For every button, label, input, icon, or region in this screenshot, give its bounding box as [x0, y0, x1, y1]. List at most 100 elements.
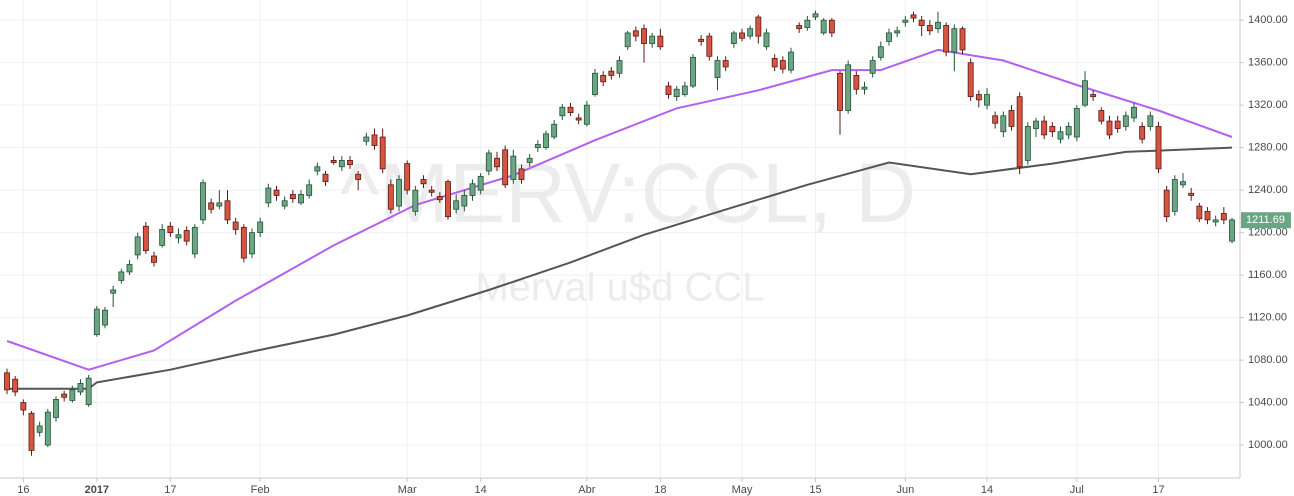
candle-body	[657, 35, 664, 48]
candle-body	[12, 378, 19, 393]
candle-body	[1073, 107, 1080, 138]
candle-body	[869, 60, 876, 74]
candle-body	[281, 200, 288, 207]
moving-average-line	[7, 146, 1233, 390]
candle-body	[935, 21, 941, 30]
candle-body	[730, 32, 737, 44]
candle-body	[559, 106, 566, 117]
candle-body	[1122, 115, 1129, 127]
candle-body	[894, 30, 901, 34]
x-tick-label: 17	[164, 484, 176, 496]
candle-body	[1016, 96, 1023, 168]
y-tick-label: 1200.00	[1248, 227, 1288, 239]
candle-body	[1057, 131, 1064, 140]
candle-body	[1114, 120, 1121, 129]
y-tick-label: 1160.00	[1248, 269, 1287, 281]
candle-body	[183, 230, 190, 242]
x-tick-label: Abr	[578, 484, 595, 496]
candle-body	[534, 144, 541, 149]
candle-body	[1090, 94, 1097, 98]
candle-body	[853, 75, 860, 90]
candle-body	[494, 157, 500, 168]
candle-body	[53, 398, 59, 418]
candle-body	[518, 168, 525, 180]
y-tick-label: 1000.00	[1248, 439, 1288, 451]
candle-body	[975, 94, 982, 101]
candle-body	[641, 28, 647, 44]
candle-body	[167, 225, 174, 234]
candle-body	[1131, 106, 1137, 119]
x-tick-label: May	[732, 484, 753, 496]
candle-body	[363, 136, 370, 142]
last-price-box	[1241, 212, 1291, 229]
candle-body	[314, 166, 321, 172]
y-tick-label: 1280.00	[1248, 142, 1288, 154]
candle-body	[216, 202, 223, 207]
candle-body	[861, 86, 868, 90]
candle-body	[191, 226, 198, 255]
candle-body	[93, 308, 100, 335]
candle-body	[632, 30, 639, 37]
candle-body	[600, 75, 607, 83]
candle-body	[273, 189, 280, 196]
candle-body	[788, 51, 794, 71]
candle-body	[289, 193, 296, 200]
candle-body	[910, 14, 917, 19]
candle-body	[575, 117, 582, 121]
candle-body	[347, 159, 353, 166]
candle-body	[445, 181, 451, 218]
candle-body	[926, 25, 933, 32]
candle-body	[714, 60, 721, 78]
candle-body	[208, 202, 215, 210]
candle-body	[502, 149, 509, 186]
candle-body	[918, 19, 925, 26]
candle-body	[28, 412, 35, 451]
y-tick-label: 1040.00	[1248, 396, 1288, 408]
candle-body	[877, 46, 884, 58]
candle-body	[1106, 120, 1113, 136]
candle-body	[583, 104, 590, 125]
candle-body	[1204, 210, 1211, 221]
candle-body	[118, 271, 125, 281]
candle-body	[200, 182, 206, 221]
candle-body	[85, 377, 92, 406]
candle-body	[1163, 189, 1170, 218]
candle-body	[110, 289, 117, 294]
candle-body	[1041, 120, 1048, 136]
candle-body	[249, 232, 255, 255]
candle-body	[1220, 213, 1227, 221]
candle-body	[886, 32, 892, 42]
candle-body	[240, 226, 247, 259]
candle-body	[477, 175, 484, 191]
candle-body	[420, 179, 427, 185]
candle-body	[812, 13, 819, 18]
candle-body	[967, 62, 974, 98]
candle-body	[61, 393, 68, 398]
candle-body	[698, 38, 705, 42]
candle-body	[804, 19, 811, 29]
candle-body	[436, 196, 443, 201]
candle-body	[175, 234, 182, 239]
candle-body	[845, 64, 852, 111]
candle-body	[338, 159, 345, 168]
candle-body	[1049, 126, 1056, 133]
candle-body	[1180, 181, 1186, 186]
candle-body	[379, 136, 386, 170]
y-tick-label: 1400.00	[1248, 14, 1288, 26]
candle-body	[4, 372, 10, 391]
candle-body	[739, 32, 745, 39]
candle-body	[77, 383, 84, 393]
candle-body	[1196, 205, 1203, 220]
candle-body	[322, 173, 329, 183]
candle-body	[1033, 120, 1039, 129]
candle-body	[44, 411, 51, 446]
candle-body	[984, 94, 990, 106]
x-tick-label: Jul	[1070, 484, 1084, 496]
candle-body	[159, 229, 166, 246]
candle-body	[543, 133, 549, 149]
candle-body	[1000, 115, 1007, 133]
candle-body	[1212, 219, 1219, 223]
candle-body	[616, 60, 623, 74]
candle-body	[142, 225, 149, 252]
